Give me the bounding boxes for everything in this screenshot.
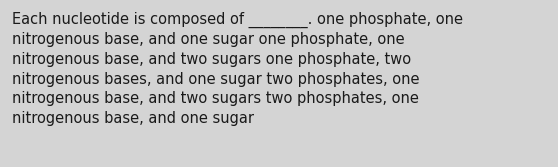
Text: Each nucleotide is composed of ________. one phosphate, one
nitrogenous base, an: Each nucleotide is composed of ________.… — [12, 12, 463, 126]
